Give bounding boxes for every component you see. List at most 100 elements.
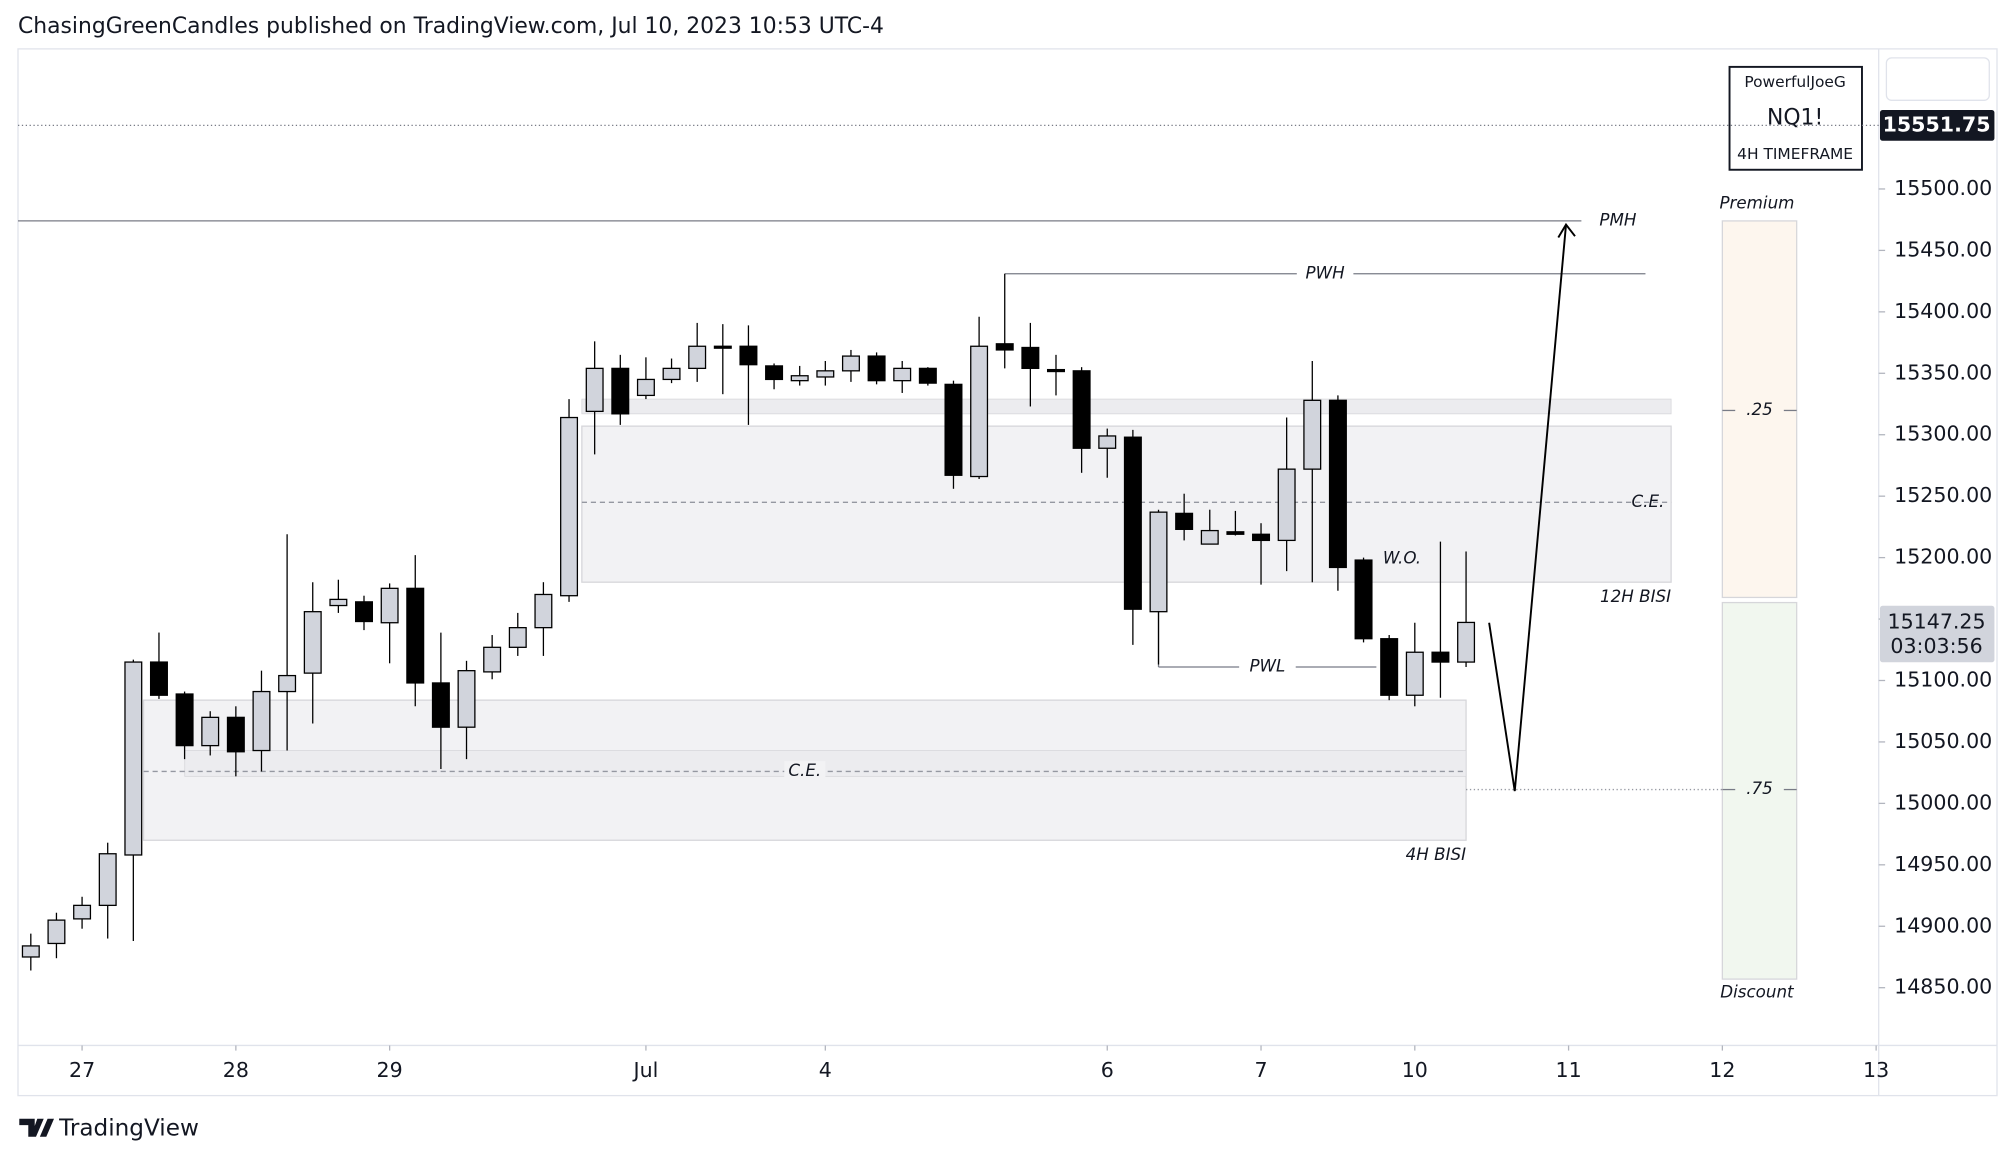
button[interactable]: [1885, 57, 1990, 101]
watermark-box: [1728, 65, 1863, 171]
range-label: Discount: [1720, 982, 1795, 1002]
logo: [19, 1118, 55, 1137]
candle-body: [995, 343, 1014, 351]
candle-body: [1277, 468, 1296, 542]
candle-body: [662, 367, 681, 381]
x-tick-label: 29: [377, 1058, 403, 1082]
x-tick-label: 13: [1863, 1058, 1889, 1082]
candle-body: [329, 598, 348, 607]
candle-body: [1046, 368, 1065, 373]
x-tick-label: 28: [223, 1058, 249, 1082]
ce-label: C.E.: [788, 760, 821, 780]
y-tick-label: 15400.00: [1894, 299, 1992, 323]
zone-strip: [581, 398, 1672, 415]
y-tick-label: 15350.00: [1894, 360, 1992, 384]
candle-body: [457, 670, 476, 728]
candle-body: [970, 345, 989, 478]
last-price-label: 15147.25: [1887, 609, 1985, 633]
range-label: Premium: [1719, 193, 1794, 213]
projection: [1488, 224, 1567, 792]
candle-body: [636, 378, 655, 397]
zone-label: 12H BISI: [1600, 586, 1671, 606]
discount-zone: [1721, 601, 1798, 980]
candle-body: [21, 945, 40, 958]
candle-body: [1252, 533, 1271, 542]
candle-body: [534, 593, 553, 629]
candle-body: [483, 646, 502, 673]
candle-body: [431, 682, 450, 728]
candle-body: [508, 627, 527, 648]
candle-body: [1303, 399, 1322, 470]
candle-body: [739, 345, 758, 366]
candle-body: [841, 355, 860, 372]
x-tick-label: 4: [819, 1058, 832, 1082]
candle-body: [252, 690, 271, 752]
x-tick-label: 7: [1254, 1058, 1267, 1082]
candle-body: [816, 370, 835, 378]
last-price-tag: [1879, 605, 1995, 663]
candle-body: [1072, 370, 1091, 449]
candle-body: [354, 601, 374, 623]
candle-body: [867, 355, 886, 382]
candle-body: [1175, 512, 1194, 530]
candle-body: [918, 367, 937, 384]
candle-body: [380, 587, 399, 624]
candle-body: [1021, 346, 1040, 370]
level-label: PWH: [1306, 262, 1346, 282]
candle-body: [713, 345, 732, 349]
y-tick-label: 15450.00: [1894, 237, 1992, 261]
candle-body: [944, 383, 963, 476]
frame: [17, 48, 1998, 1097]
candle-body: [1431, 651, 1450, 663]
candle-body: [1457, 621, 1476, 663]
watermark-author: PowerfulJoeG: [1744, 73, 1846, 91]
header: ChasingGreenCandles published on Trading…: [18, 14, 884, 39]
label-bg: [784, 761, 826, 782]
candle-body: [73, 904, 92, 920]
candle-body: [1328, 399, 1347, 569]
candle-body: [765, 365, 784, 381]
candle-body: [1200, 529, 1219, 545]
candle-body: [1123, 436, 1142, 610]
x-tick-label: Jul: [632, 1058, 659, 1082]
footer: TradingView: [58, 1116, 199, 1142]
candle-body: [585, 367, 604, 413]
range-level-label: .25: [1746, 399, 1773, 419]
x-tick-label: 10: [1402, 1058, 1428, 1082]
y-tick-label: 14900.00: [1894, 913, 1992, 937]
x-tick-label: 27: [69, 1058, 95, 1082]
watermark-symbol: NQ1!: [1767, 105, 1823, 130]
y-tick-label: 15000.00: [1894, 790, 1992, 814]
candle-body: [688, 345, 707, 370]
ce-label: C.E.: [1632, 491, 1665, 511]
zone-label: 4H BISI: [1406, 844, 1466, 864]
candle-body: [98, 853, 117, 907]
candle-body: [124, 661, 143, 856]
candle-body: [201, 716, 220, 747]
candle-body: [149, 661, 168, 696]
x-tick-label: 6: [1101, 1058, 1114, 1082]
y-tick-label: 15050.00: [1894, 729, 1992, 753]
x-tick-label: 12: [1709, 1058, 1735, 1082]
candle-body: [611, 367, 630, 415]
candle-body: [303, 611, 322, 674]
premium-zone: [1721, 220, 1798, 599]
range-level-label: .75: [1746, 778, 1773, 798]
level-label: PWL: [1249, 655, 1285, 675]
candle-body: [1380, 638, 1399, 696]
y-tick-label: 15500.00: [1894, 176, 1992, 200]
y-tick-label: 15250.00: [1894, 483, 1992, 507]
candle-body: [790, 375, 809, 382]
candle-body: [278, 674, 297, 693]
price-tag: [1879, 109, 1995, 141]
y-tick-label: 15300.00: [1894, 422, 1992, 446]
candle-body: [1149, 511, 1168, 613]
candle-body: [1354, 559, 1373, 640]
annotation: W.O.: [1383, 547, 1421, 567]
level-label: PMH: [1599, 209, 1636, 229]
candle-body: [226, 716, 245, 753]
y-tick-label: 15100.00: [1894, 667, 1992, 691]
candle-body: [1226, 531, 1245, 535]
